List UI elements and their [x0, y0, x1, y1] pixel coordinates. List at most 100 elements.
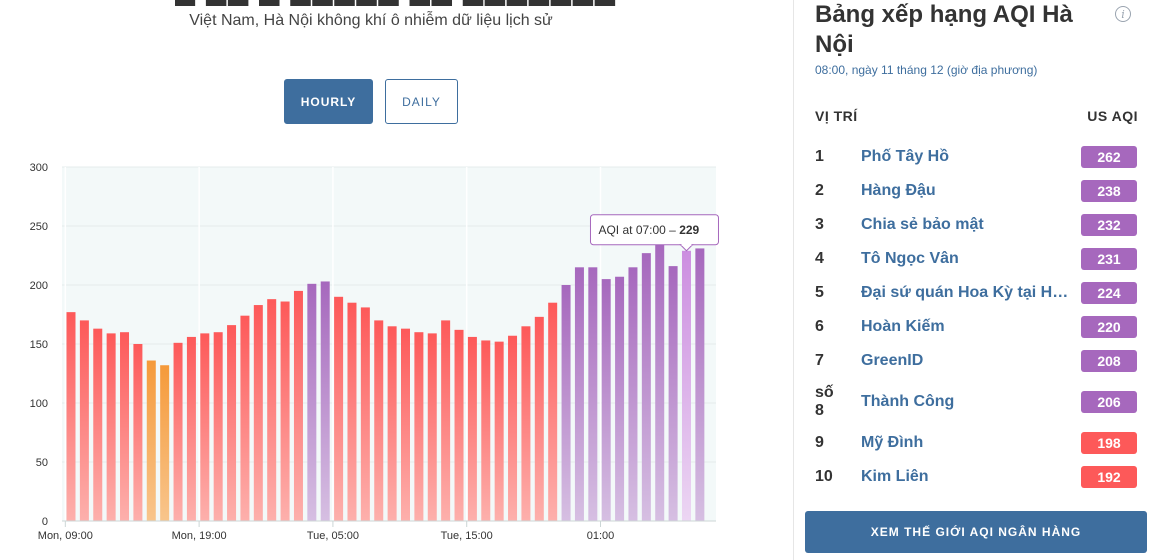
- aqi-bar: [186, 336, 196, 521]
- rank-number: 9: [815, 434, 824, 451]
- rank-number: 1: [815, 148, 824, 165]
- ranking-timestamp: 08:00, ngày 11 tháng 12 (giờ địa phương): [815, 63, 1038, 77]
- aqi-bar: [334, 296, 344, 521]
- aqi-bar: [267, 299, 277, 521]
- aqi-bar: [320, 281, 330, 521]
- chart-tooltip: AQI at 07:00 – 229: [589, 214, 719, 252]
- x-tick-label: Tue, 05:00: [307, 530, 359, 542]
- ranking-row[interactable]: số 8 Thành Công 206: [815, 384, 1137, 419]
- aqi-badge: 224: [1081, 282, 1137, 304]
- ranking-row[interactable]: 3 Chia sẻ bảo mật 232: [815, 208, 1137, 242]
- aqi-bar: [521, 326, 531, 521]
- aqi-bar: [641, 253, 651, 521]
- ranking-row[interactable]: 10 Kim Liên 192: [815, 460, 1137, 494]
- aqi-bar: [227, 325, 237, 521]
- aqi-bar: [347, 302, 357, 521]
- aqi-bar: [668, 266, 678, 521]
- station-name-link[interactable]: Kim Liên: [861, 468, 929, 485]
- aqi-badge: 238: [1081, 180, 1137, 202]
- aqi-badge: 208: [1081, 350, 1137, 372]
- station-name-link[interactable]: Mỹ Đình: [861, 434, 924, 451]
- aqi-bar: [387, 326, 397, 521]
- daily-toggle-button[interactable]: DAILY: [385, 79, 458, 124]
- rank-number: 10: [815, 468, 833, 485]
- aqi-bar: [628, 267, 638, 521]
- ranking-row[interactable]: 9 Mỹ Đình 198: [815, 426, 1137, 460]
- panel-divider: [793, 0, 794, 560]
- info-icon[interactable]: i: [1115, 6, 1131, 22]
- station-name-link[interactable]: Chia sẻ bảo mật: [861, 216, 984, 233]
- aqi-bar: [79, 320, 89, 521]
- aqi-bar: [253, 305, 263, 521]
- aqi-bar: [200, 333, 210, 521]
- ranking-row[interactable]: 6 Hoàn Kiếm 220: [815, 310, 1137, 344]
- aqi-badge: 198: [1081, 432, 1137, 454]
- world-aqi-ranking-button[interactable]: XEM THẾ GIỚI AQI NGÂN HÀNG: [805, 511, 1147, 553]
- rank-number: 4: [815, 250, 824, 267]
- aqi-bar: [240, 315, 250, 521]
- rank-number: 6: [815, 318, 824, 335]
- page-title-clipped: ▆ ▆▆ ▆ ▆▆▆▆▆ ▆▆ ▆▆▆▆▆▆▆ ▆▆ ▆ ▆: [175, 0, 655, 6]
- y-tick-label: 50: [36, 457, 48, 469]
- y-tick-label: 100: [30, 398, 48, 410]
- station-name-link[interactable]: Thành Công: [861, 393, 955, 410]
- aqi-bar: [441, 320, 451, 521]
- aqi-bar: [481, 340, 491, 521]
- tooltip-pointer-mask: [681, 243, 692, 246]
- station-name-link[interactable]: Hoàn Kiếm: [861, 318, 945, 335]
- y-tick-label: 250: [30, 221, 48, 233]
- aqi-bar: [601, 279, 611, 521]
- aqi-bar: [120, 332, 130, 521]
- aqi-bar: [293, 290, 303, 521]
- aqi-bar: [615, 276, 625, 521]
- aqi-bar: [133, 344, 143, 521]
- hourly-toggle-button[interactable]: HOURLY: [284, 79, 373, 124]
- ranking-row[interactable]: 2 Hàng Đậu 238: [815, 174, 1137, 208]
- y-tick-label: 300: [30, 162, 48, 174]
- aqi-bar: [508, 335, 518, 521]
- aqi-bar: [454, 329, 464, 521]
- ranking-row[interactable]: 1 Phố Tây Hồ 262: [815, 140, 1137, 174]
- aqi-history-chart: 0 50 100 150 200 250 300 Mon, 09:00 Mon, 19:00 Tu…: [30, 162, 719, 542]
- tooltip-value: 229: [679, 223, 699, 237]
- rank-number: 5: [815, 284, 824, 301]
- aqi-bar: [494, 341, 504, 521]
- station-name-link[interactable]: Tô Ngọc Vân: [861, 250, 959, 267]
- aqi-bar: [173, 342, 183, 521]
- column-header-position: VỊ TRÍ: [815, 108, 858, 124]
- column-header-aqi: US AQI: [1087, 108, 1138, 124]
- aqi-badge: 192: [1081, 466, 1137, 488]
- aqi-bar: [146, 360, 156, 521]
- aqi-bar: [66, 312, 76, 521]
- ranking-row[interactable]: 5 Đại sứ quán Hoa Kỳ tại Hà Nội 224: [815, 276, 1137, 310]
- ranking-row[interactable]: 7 GreenID 208: [815, 344, 1137, 378]
- aqi-bar: [427, 333, 437, 521]
- station-name-link[interactable]: Phố Tây Hồ: [861, 148, 950, 165]
- aqi-bar: [213, 332, 223, 521]
- tooltip-text: AQI at 07:00 – 229: [598, 223, 699, 237]
- station-name-link[interactable]: Đại sứ quán Hoa Kỳ tại Hà Nội: [861, 284, 1071, 301]
- ranking-panel: Bảng xếp hạng AQI Hà Nội i 08:00, ngày 1…: [794, 0, 1160, 560]
- y-tick-label: 200: [30, 280, 48, 292]
- page-subtitle: Việt Nam, Hà Nội không khí ô nhiễm dữ li…: [189, 12, 553, 29]
- aqi-bar: [681, 250, 691, 521]
- aqi-bar: [106, 333, 116, 521]
- station-name-link[interactable]: Hàng Đậu: [861, 182, 936, 199]
- tooltip-label: AQI at 07:00 –: [598, 223, 679, 237]
- rank-number: 7: [815, 352, 824, 369]
- aqi-bar: [548, 302, 558, 521]
- chart-panel: ▆ ▆▆ ▆ ▆▆▆▆▆ ▆▆ ▆▆▆▆▆▆▆ ▆▆ ▆ ▆ Việt Nam,…: [30, 0, 719, 542]
- aqi-bar: [307, 283, 317, 521]
- aqi-bar: [374, 320, 384, 521]
- aqi-bar: [467, 336, 477, 521]
- ranking-row[interactable]: 4 Tô Ngọc Vân 231: [815, 242, 1137, 276]
- y-tick-label: 0: [42, 516, 48, 528]
- aqi-badge: 220: [1081, 316, 1137, 338]
- x-tick-label: Mon, 19:00: [172, 530, 227, 542]
- station-name-link[interactable]: GreenID: [861, 352, 924, 369]
- rank-number: 2: [815, 182, 824, 199]
- aqi-bar: [414, 332, 424, 521]
- aqi-bar: [588, 267, 598, 521]
- aqi-bar: [360, 307, 370, 521]
- y-tick-label: 150: [30, 339, 48, 351]
